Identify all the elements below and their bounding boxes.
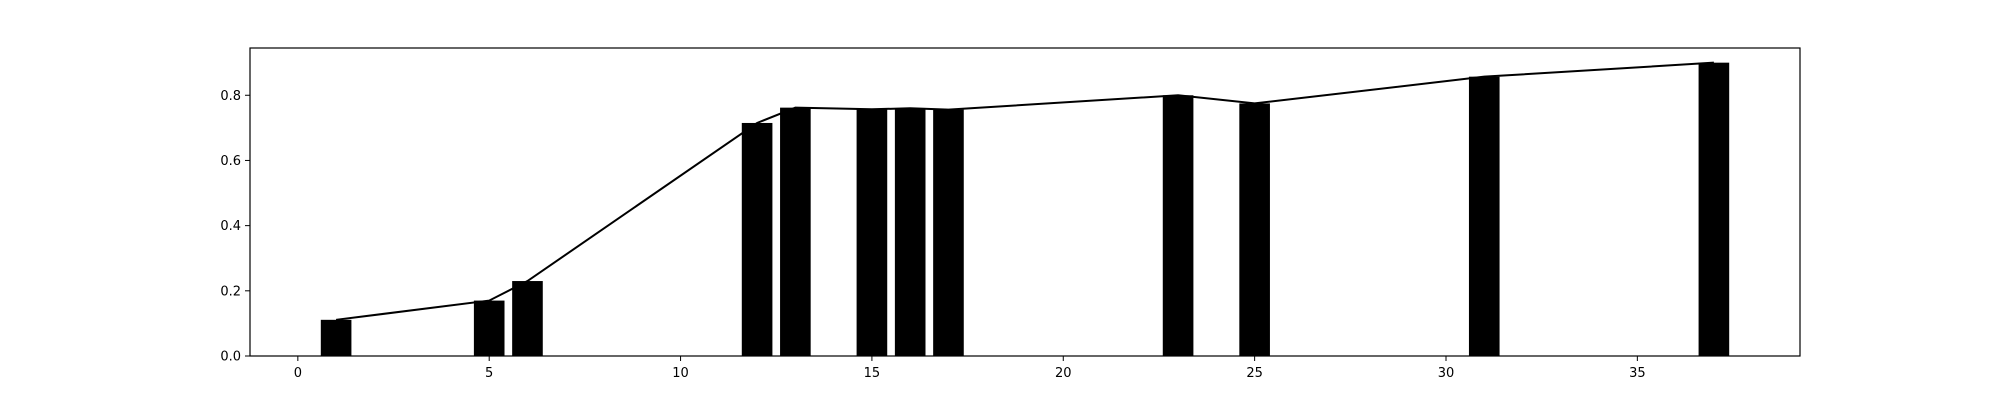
- bar: [1468, 76, 1500, 357]
- plot-frame: [249, 47, 1801, 357]
- x-tick-label: 15: [864, 366, 881, 381]
- x-axis: 0 5 10 15 20 25 30 35: [294, 356, 1646, 381]
- x-tick-label: 25: [1246, 366, 1263, 381]
- bar: [856, 109, 888, 357]
- bar: [512, 281, 543, 356]
- bar: [1162, 95, 1194, 356]
- bar: [741, 122, 773, 357]
- bar: [933, 109, 964, 356]
- bar: [894, 108, 926, 356]
- x-tick-label: 20: [1055, 366, 1072, 381]
- bar: [780, 107, 811, 356]
- bar: [473, 300, 505, 356]
- x-tick-label: 5: [485, 366, 493, 381]
- y-tick-label: 0.6: [220, 154, 241, 169]
- y-tick-label: 0.0: [220, 350, 241, 365]
- y-tick-label: 0.8: [220, 89, 241, 104]
- x-tick-label: 35: [1629, 366, 1646, 381]
- bar: [1698, 62, 1730, 357]
- bar: [320, 319, 352, 356]
- series-line: [335, 61, 1714, 321]
- x-tick-label: 0: [294, 366, 302, 381]
- x-tick-label: 30: [1438, 366, 1455, 381]
- x-tick-label: 10: [672, 366, 689, 381]
- y-tick-label: 0.2: [220, 284, 241, 299]
- plot-background: [250, 48, 1800, 356]
- y-axis: 0.0 0.2 0.4 0.6 0.8: [220, 89, 250, 365]
- y-tick-label: 0.4: [220, 219, 241, 234]
- bars-group: [320, 62, 1730, 357]
- bar: [1239, 103, 1270, 356]
